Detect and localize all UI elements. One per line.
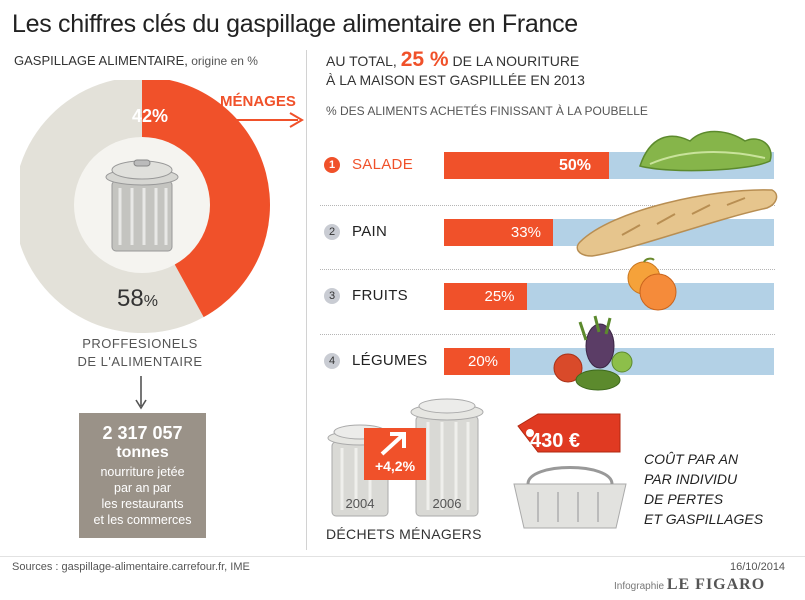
tonnage-unit: tonnes: [116, 444, 169, 461]
professionnels-pct-sign: %: [143, 293, 158, 310]
bar-track: 25%: [444, 283, 774, 310]
bar-category-label: SALADE: [352, 156, 413, 173]
left-subtitle: GASPILLAGE ALIMENTAIRE, origine en %: [14, 53, 258, 68]
bar: [444, 283, 527, 310]
increase-pct: +4,2%: [374, 458, 416, 474]
bar-rank: 3: [324, 288, 340, 304]
page-title: Les chiffres clés du gaspillage alimenta…: [12, 10, 578, 38]
row-separator: [320, 205, 775, 206]
donut-label-menages: 42%: [132, 106, 168, 126]
bread-icon: [576, 189, 778, 257]
bar-rank: 1: [324, 157, 340, 173]
right-heading-prefix: AU TOTAL,: [326, 53, 397, 69]
date-text: 16/10/2014: [730, 561, 786, 573]
bar-rank: 4: [324, 353, 340, 369]
tonnage-box: 2 317 057 tonnes nourriture jetée par an…: [79, 413, 206, 538]
professionnels-label-line1: PROFFESIONELS: [82, 336, 198, 351]
cout-description: COÛT PAR AN PAR INDIVIDU DE PERTES ET GA…: [644, 449, 763, 529]
right-subheading: % DES ALIMENTS ACHETÉS FINISSANT À LA PO…: [326, 104, 648, 118]
cout-line: PAR INDIVIDU: [644, 471, 738, 487]
price-value: 430 €: [530, 430, 581, 452]
sources-text: Sources : gaspillage-alimentaire.carrefo…: [12, 561, 250, 573]
bar-category-label: PAIN: [352, 223, 388, 240]
row-separator: [320, 269, 775, 270]
down-arrow-icon: [135, 376, 147, 410]
tonnage-desc-line: et les commerces: [93, 513, 192, 527]
credit-brand: LE FIGARO: [666, 576, 766, 593]
bar-value-label: 25%: [484, 288, 515, 305]
tonnage-desc-line: nourriture jetée: [100, 465, 185, 479]
tonnage-desc-line: par an par: [114, 481, 171, 495]
salad-icon: [639, 130, 772, 172]
menages-arrow-icon: [222, 112, 304, 128]
right-heading-big: 25 %: [400, 48, 449, 71]
column-divider: [306, 50, 307, 550]
professionnels-label-line2: DE L'ALIMENTAIRE: [77, 354, 203, 369]
professionnels-label: PROFFESIONELS DE L'ALIMENTAIRE: [30, 335, 250, 371]
bar-value-label: 33%: [510, 224, 541, 241]
row-separator: [320, 334, 775, 335]
bar-value-label: 50%: [559, 157, 592, 174]
bar-rank: 2: [324, 224, 340, 240]
vegetables-icon: [553, 315, 633, 391]
year-2006: 2006: [433, 496, 462, 511]
bar: [444, 219, 553, 246]
cout-line: COÛT PAR AN: [644, 451, 739, 467]
bar: [444, 348, 510, 375]
professionnels-pct-num: 58: [117, 285, 144, 312]
trash-cans-icon: 2004 2006: [327, 398, 484, 517]
basket-price-tag-icon: [513, 413, 627, 529]
increase-badge: +4,2%: [364, 428, 426, 480]
cout-line: DE PERTES: [644, 491, 724, 507]
bar: [444, 152, 609, 179]
credit: Infographie LE FIGARO: [614, 576, 765, 594]
fruits-icon: [627, 257, 677, 311]
dechets-label: DÉCHETS MÉNAGERS: [326, 526, 482, 542]
footer-rule: [0, 556, 805, 557]
right-heading-suffix: DE LA NOURITURE: [448, 53, 580, 69]
tonnage-desc: nourriture jetée par an par les restaura…: [79, 464, 206, 528]
right-heading-line2: À LA MAISON EST GASPILLÉE EN 2013: [326, 72, 585, 88]
up-right-arrow-icon: [380, 432, 406, 456]
tonnage-value: 2 317 057: [102, 423, 183, 443]
tonnage-desc-line: les restaurants: [101, 497, 184, 511]
right-heading: AU TOTAL, 25 % DE LA NOURITURE À LA MAIS…: [326, 48, 585, 90]
credit-prefix: Infographie: [614, 581, 665, 592]
donut-chart: 42%: [20, 80, 270, 333]
trash-can-icon: [105, 159, 179, 252]
left-subtitle-unit: origine en %: [187, 54, 258, 68]
bar-category-label: FRUITS: [352, 287, 408, 304]
bar-value-label: 20%: [468, 353, 499, 370]
cout-line: ET GASPILLAGES: [644, 511, 764, 527]
menages-label: MÉNAGES: [220, 93, 296, 110]
left-subtitle-text: GASPILLAGE ALIMENTAIRE,: [14, 53, 188, 68]
year-2004: 2004: [346, 496, 375, 511]
professionnels-pct: 58%: [117, 285, 158, 313]
bar-category-label: LÉGUMES: [352, 352, 428, 369]
